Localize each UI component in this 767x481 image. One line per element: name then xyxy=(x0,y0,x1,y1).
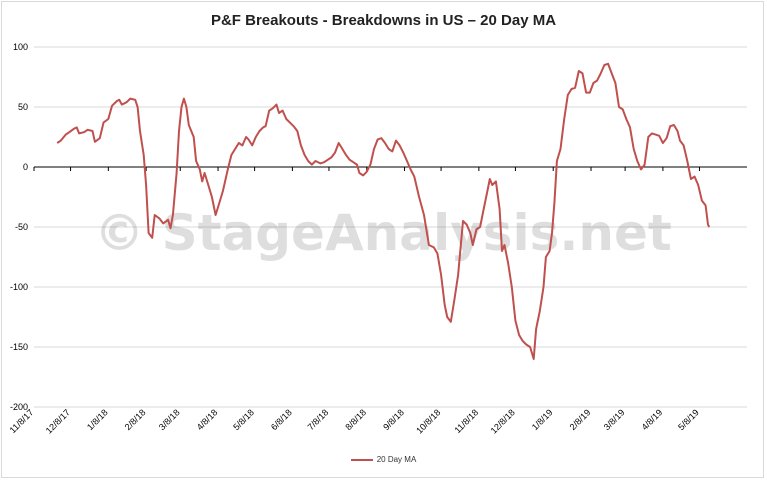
y-tick-label: 0 xyxy=(23,162,28,172)
x-tick-label: 11/8/18 xyxy=(452,407,480,435)
watermark-text: © StageAnalysis.net xyxy=(94,204,672,262)
x-tick-label: 5/8/19 xyxy=(676,407,701,432)
x-tick-label: 7/8/18 xyxy=(306,407,331,432)
x-tick-label: 2/8/19 xyxy=(568,407,593,432)
x-tick-label: 4/8/19 xyxy=(640,407,665,432)
y-tick-label: 100 xyxy=(13,42,28,52)
x-tick-label: 6/8/18 xyxy=(269,407,294,432)
chart-title: P&F Breakouts - Breakdowns in US – 20 Da… xyxy=(210,12,557,29)
y-tick-labels: 100 50 0 -50 -100 -150 -200 xyxy=(10,42,28,412)
x-tick-label: 1/8/19 xyxy=(530,407,555,432)
y-tick-label: -200 xyxy=(10,402,28,412)
x-tick-label: 10/8/18 xyxy=(414,407,442,435)
y-tick-label: 50 xyxy=(18,102,28,112)
x-tick-label: 1/8/18 xyxy=(85,407,110,432)
y-tick-label: -150 xyxy=(10,342,28,352)
legend: 20 Day MA xyxy=(0,455,767,464)
x-tick-label: 3/8/19 xyxy=(602,407,627,432)
x-tick-label: 5/8/18 xyxy=(231,407,256,432)
y-tick-label: -100 xyxy=(10,282,28,292)
legend-label: 20 Day MA xyxy=(376,455,417,464)
x-tick-label: 9/8/18 xyxy=(381,407,406,432)
x-axis xyxy=(33,166,747,171)
y-tick-label: -50 xyxy=(15,222,28,232)
gridlines xyxy=(34,46,747,408)
legend-swatch xyxy=(350,458,373,461)
x-tick-label: 12/8/17 xyxy=(44,407,72,435)
x-tick-label: 3/8/18 xyxy=(157,407,182,432)
x-tick-label: 8/8/18 xyxy=(343,407,368,432)
x-tick-label: 4/8/18 xyxy=(195,407,220,432)
x-tick-labels: 11/8/17 12/8/17 1/8/18 2/8/18 3/8/18 4/8/18 5/… xyxy=(8,407,701,435)
x-tick-label: 12/8/18 xyxy=(489,407,517,435)
series-line-20-day-ma xyxy=(56,62,711,360)
x-tick-label: 2/8/18 xyxy=(123,407,148,432)
